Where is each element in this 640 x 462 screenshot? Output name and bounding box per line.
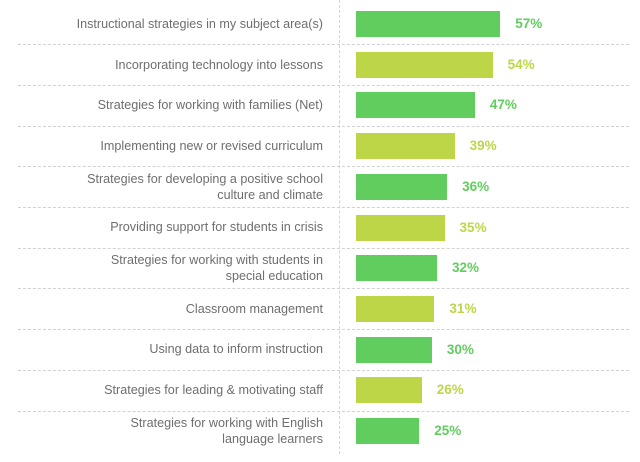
row-separator [18,369,629,371]
bar [356,11,501,37]
category-label: Incorporating technology into lessons [23,44,323,85]
category-label: Strategies for leading & motivating staf… [23,370,323,411]
chart-row: Strategies for leading & motivating staf… [0,370,640,411]
category-label: Classroom management [23,288,323,329]
row-separator [18,166,629,168]
category-label-line: Instructional strategies in my subject a… [76,16,323,31]
chart-row: Strategies for working with families (Ne… [0,85,640,126]
value-label: 31% [449,300,477,316]
value-label: 54% [507,56,535,72]
bar [356,51,493,78]
category-label-line: Using data to inform instruction [149,342,323,357]
value-label: 35% [459,219,487,235]
bar [356,214,445,241]
value-label: 57% [515,16,543,31]
category-label-line: Strategies for working with families (Ne… [97,98,323,113]
value-label: 36% [462,178,490,194]
chart-row: Implementing new or revised curriculum 39… [0,126,640,167]
category-label-line: Implementing new or revised curriculum [100,138,323,153]
bar [356,255,437,282]
chart-row: Incorporating technology into lessons 54% [0,44,640,85]
value-label: 47% [489,97,517,113]
axis-divider-line [339,0,340,454]
bar [356,295,435,322]
category-label-line: Strategies for working with students in [110,253,323,268]
bar [356,377,422,404]
chart-row: Instructional strategies in my subject a… [0,4,640,45]
category-label: Instructional strategies in my subject a… [23,4,323,45]
category-label-line: culture and climate [217,187,323,202]
category-label-line: Providing support for students in crisis [110,220,323,235]
chart-row: Strategies for working with students in s… [0,248,640,289]
row-separator [18,329,629,331]
bar [356,418,420,444]
category-label: Strategies for developing a positive sch… [23,166,323,207]
category-label-line: Strategies for developing a positive sch… [87,171,323,186]
category-label-line: special education [225,269,323,284]
chart-row: Strategies for developing a positive sch… [0,166,640,207]
category-label-line: Strategies for working with English [130,415,324,430]
category-label-line: Incorporating technology into lessons [115,57,323,72]
row-separator [18,207,629,208]
row-separator [18,125,629,127]
bar [356,336,432,363]
bar [356,92,475,119]
category-label: Strategies for working with English langu… [23,411,324,452]
category-label: Strategies for working with families (Ne… [23,85,323,126]
category-label-line: Classroom management [185,301,323,316]
row-separator [18,288,629,290]
chart-row: Providing support for students in crisis… [0,207,640,248]
chart-row: Strategies for working with English langu… [0,411,640,452]
bar [356,173,448,200]
value-label: 32% [451,260,479,276]
row-separator [18,44,629,46]
chart-row: Classroom management 31% [0,288,640,329]
row-separator [18,247,629,249]
chart-row: Using data to inform instruction 30% [0,329,640,370]
category-label: Implementing new or revised curriculum [23,126,323,167]
category-label-line: language learners [222,431,323,446]
category-label-line: Strategies for leading & motivating staf… [104,383,323,398]
category-label: Using data to inform instruction [23,329,323,370]
row-separator [18,410,629,412]
value-label: 39% [469,138,497,154]
category-label: Strategies for working with students in s… [23,248,323,289]
value-label: 26% [436,382,464,398]
category-label: Providing support for students in crisis [23,207,323,248]
value-label: 25% [434,423,462,438]
value-label: 30% [446,341,474,357]
bar [356,133,455,160]
row-separator [18,84,629,86]
